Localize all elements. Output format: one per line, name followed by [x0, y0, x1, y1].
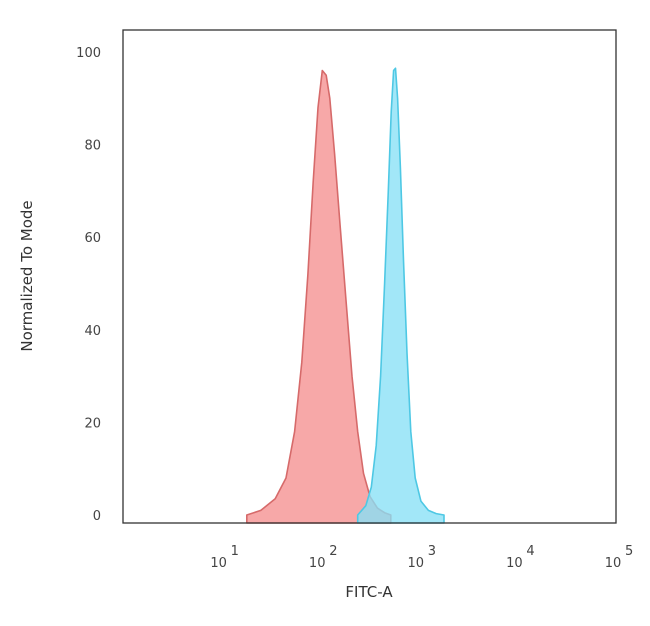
x-tick-base: 10: [309, 556, 326, 571]
x-tick-label: 103: [408, 544, 437, 571]
x-axis-title: FITC-A: [345, 583, 393, 601]
y-tick-label: 20: [84, 416, 101, 431]
y-tick-label: 0: [93, 509, 101, 524]
x-tick-exponent: 5: [625, 544, 633, 559]
y-tick-label: 40: [84, 324, 101, 339]
x-tick-label: 102: [309, 544, 338, 571]
x-tick-base: 10: [605, 556, 622, 571]
plot-frame: [122, 29, 617, 524]
y-axis-title: Normalized To Mode: [18, 200, 36, 351]
y-tick-label: 60: [84, 231, 101, 246]
histogram-series-2: [356, 67, 445, 524]
y-axis-ticks: 0 20 40 60 80 100: [76, 46, 101, 524]
x-tick-base: 10: [210, 556, 227, 571]
series-layer: [246, 67, 445, 524]
x-tick-exponent: 3: [428, 544, 436, 559]
x-tick-exponent: 2: [329, 544, 337, 559]
x-tick-label: 105: [605, 544, 634, 571]
x-tick-exponent: 1: [231, 544, 239, 559]
x-tick-base: 10: [408, 556, 425, 571]
x-tick-label: 104: [506, 544, 535, 571]
histogram-series-1: [246, 69, 392, 524]
x-tick-base: 10: [506, 556, 523, 571]
y-tick-label: 80: [84, 139, 101, 154]
x-tick-label: 10 1: [210, 544, 239, 571]
y-tick-label: 100: [76, 46, 101, 61]
x-tick-exponent: 4: [526, 544, 534, 559]
